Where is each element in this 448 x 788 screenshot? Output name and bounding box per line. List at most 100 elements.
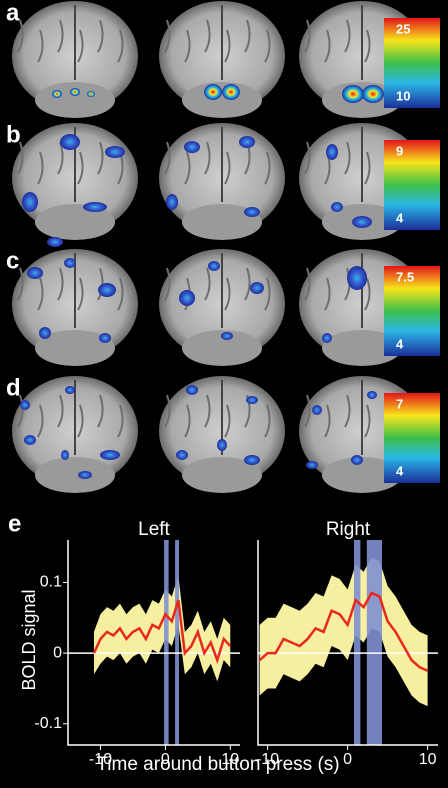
sulcus [204,141,211,175]
panel-label: b [6,121,21,148]
activation-blob [208,261,220,271]
activation-blob [166,194,178,210]
sulcus [184,151,191,185]
y-tick-label: 0 [53,644,62,661]
axes [67,540,240,746]
panel-label: c [6,247,19,274]
sulcus [304,394,311,428]
sulcus [344,19,351,53]
error-band [93,575,231,682]
x-tick-label: 0 [343,751,352,768]
brain-lower [182,330,262,366]
sulcus [324,277,331,311]
brain-lower [35,82,115,118]
colorbar-max: 7.5 [396,269,414,284]
activation-blob [347,266,367,290]
mean-line [92,599,232,665]
brain-lower [35,204,115,240]
sulcus [204,19,211,53]
sulcus [264,404,271,438]
activation-blob [105,146,125,158]
sulcus [184,29,191,63]
highlight-bar [164,540,169,745]
chart-title: Right [326,519,371,540]
activation-blob [87,91,95,97]
activation-blob [342,85,364,103]
activation-blob [331,202,343,212]
colorbar [384,18,440,108]
activation-blob [100,450,120,460]
activation-blob [239,136,255,148]
sulcus [17,19,24,53]
brain-lower [322,457,402,493]
activation-blob [98,283,116,297]
sulcus [77,277,84,311]
sulcus [117,29,124,63]
activation-blob [217,439,227,451]
panel-label: a [6,0,20,26]
sulcus [224,404,231,438]
activation-blob [27,267,43,279]
sulcus [364,29,371,63]
colorbar-max: 9 [396,143,403,158]
activation-blob [362,85,384,103]
mean-line [258,591,429,672]
activation-blob [312,405,322,415]
highlight-bar [366,540,382,745]
sulcus [97,394,104,428]
brain-lower [182,82,262,118]
sulcus [117,277,124,311]
colorbar [384,266,440,356]
activation-blob [306,461,318,469]
activation-blob [64,258,76,268]
activation-blob [70,88,80,96]
sulcus [117,404,124,438]
sulcus [204,267,211,301]
sulcus [184,404,191,438]
activation-blob [244,207,260,217]
sulcus [364,151,371,185]
sulcus [17,267,24,301]
sulcus [264,277,271,311]
sulcus [57,267,64,301]
colorbar [384,140,440,230]
highlight-bar [354,540,361,745]
sulcus [77,151,84,185]
y-axis-label: BOLD signal [19,589,39,690]
sulcus [164,394,171,428]
y-tick-label: 0.1 [40,574,62,591]
colorbar-min: 4 [396,463,404,478]
activation-blob [39,327,51,339]
error-band [259,557,428,707]
activation-blob [20,400,30,410]
sulcus [324,29,331,63]
sulcus [364,277,371,311]
colorbar-min: 4 [396,336,404,351]
sulcus [364,404,371,438]
sulcus [37,404,44,438]
sulcus [37,29,44,63]
sulcus [244,19,251,53]
sulcus [244,267,251,301]
sulcus [97,19,104,53]
activation-blob [65,386,75,394]
x-axis-label: Time around button press (s) [96,754,339,775]
sulcus [304,141,311,175]
highlight-bar [175,540,179,745]
activation-blob [186,385,198,395]
sulcus [304,19,311,53]
activation-blob [222,84,240,100]
activation-blob [176,450,188,460]
sulcus [97,141,104,175]
activation-blob [24,435,36,445]
sulcus [77,29,84,63]
sulcus [304,267,311,301]
activation-blob [351,455,363,465]
sulcus [17,141,24,175]
activation-blob [78,471,92,479]
activation-blob [326,144,338,160]
colorbar-max: 7 [396,396,403,411]
colorbar-max: 25 [396,21,410,36]
sulcus [57,19,64,53]
activation-blob [204,84,222,100]
